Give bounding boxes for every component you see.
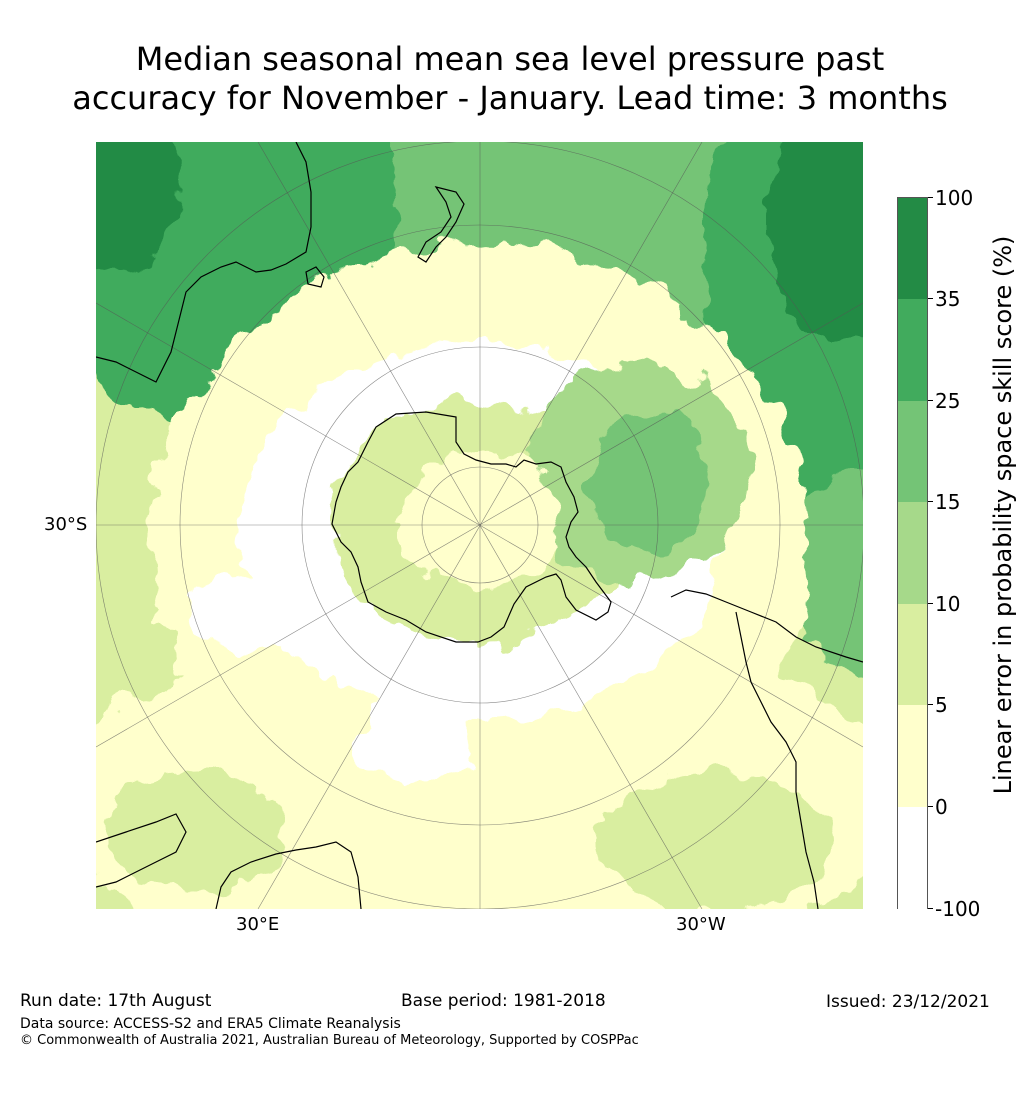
tickmark — [928, 501, 933, 502]
colorbar-tick: 35 — [935, 287, 961, 311]
tickmark — [928, 298, 933, 299]
tickmark — [928, 704, 933, 705]
tickmark — [928, 806, 933, 807]
chart-title: Median seasonal mean sea level pressure … — [0, 40, 1020, 118]
skill-patch-5-10-southeast — [596, 772, 836, 909]
tasmania-coast — [305, 266, 325, 288]
colorbar-bin-10-15 — [898, 502, 927, 604]
colorbar-tick: 15 — [935, 490, 961, 514]
south-america-coast — [670, 589, 863, 909]
colorbar-tick: 0 — [935, 795, 948, 819]
africa-coast — [96, 813, 362, 909]
map-canvas — [96, 142, 863, 909]
colorbar-bin-35-100 — [898, 198, 927, 299]
skill-band-35-100-east — [766, 142, 863, 342]
colorbar-tick: 10 — [935, 592, 961, 616]
skill-band-35-100-west — [96, 142, 176, 272]
colorbar-tick: 5 — [935, 693, 948, 717]
colorbar-tick: 100 — [935, 186, 974, 210]
new-zealand-coast — [417, 186, 465, 263]
australia-coast — [96, 142, 312, 383]
copyright: © Commonwealth of Australia 2021, Austra… — [20, 1033, 639, 1048]
colorbar — [897, 197, 928, 910]
data-source: Data source: ACCESS-S2 and ERA5 Climate … — [20, 1016, 401, 1032]
tickmark — [928, 603, 933, 604]
colorbar-bin-25-35 — [898, 299, 927, 401]
colorbar-bin-negative — [898, 807, 927, 910]
skill-patch-negative-west — [186, 572, 306, 652]
lon-label-30e: 30°E — [236, 914, 280, 935]
title-line-1: Median seasonal mean sea level pressure … — [135, 40, 885, 78]
colorbar-bin-5-10 — [898, 604, 927, 705]
colorbar-tick: 25 — [935, 389, 961, 413]
tickmark — [928, 400, 933, 401]
issued-date: Issued: 23/12/2021 — [826, 992, 990, 1012]
tickmark — [928, 908, 933, 909]
colorbar-bin-15-25 — [898, 401, 927, 502]
skill-band-15-25-inner — [591, 412, 711, 552]
skill-patch-5-10-southwest — [106, 772, 286, 892]
lon-label-30w: 30°W — [676, 914, 726, 935]
coastlines — [96, 142, 863, 909]
colorbar-tick: -100 — [935, 897, 981, 921]
title-line-2: accuracy for November - January. Lead ti… — [72, 79, 948, 117]
colorbar-bin-0-5 — [898, 705, 927, 807]
lat-label-30s: 30°S — [44, 514, 88, 535]
antarctica-coast — [331, 411, 612, 643]
tickmark — [928, 197, 933, 198]
colorbar-label: Linear error in probability space skill … — [989, 235, 1017, 795]
run-date: Run date: 17th August — [20, 991, 212, 1011]
graticule — [96, 142, 863, 909]
skill-patch-negative-south — [356, 702, 476, 782]
base-period: Base period: 1981-2018 — [401, 991, 606, 1011]
polar-map — [96, 142, 863, 909]
